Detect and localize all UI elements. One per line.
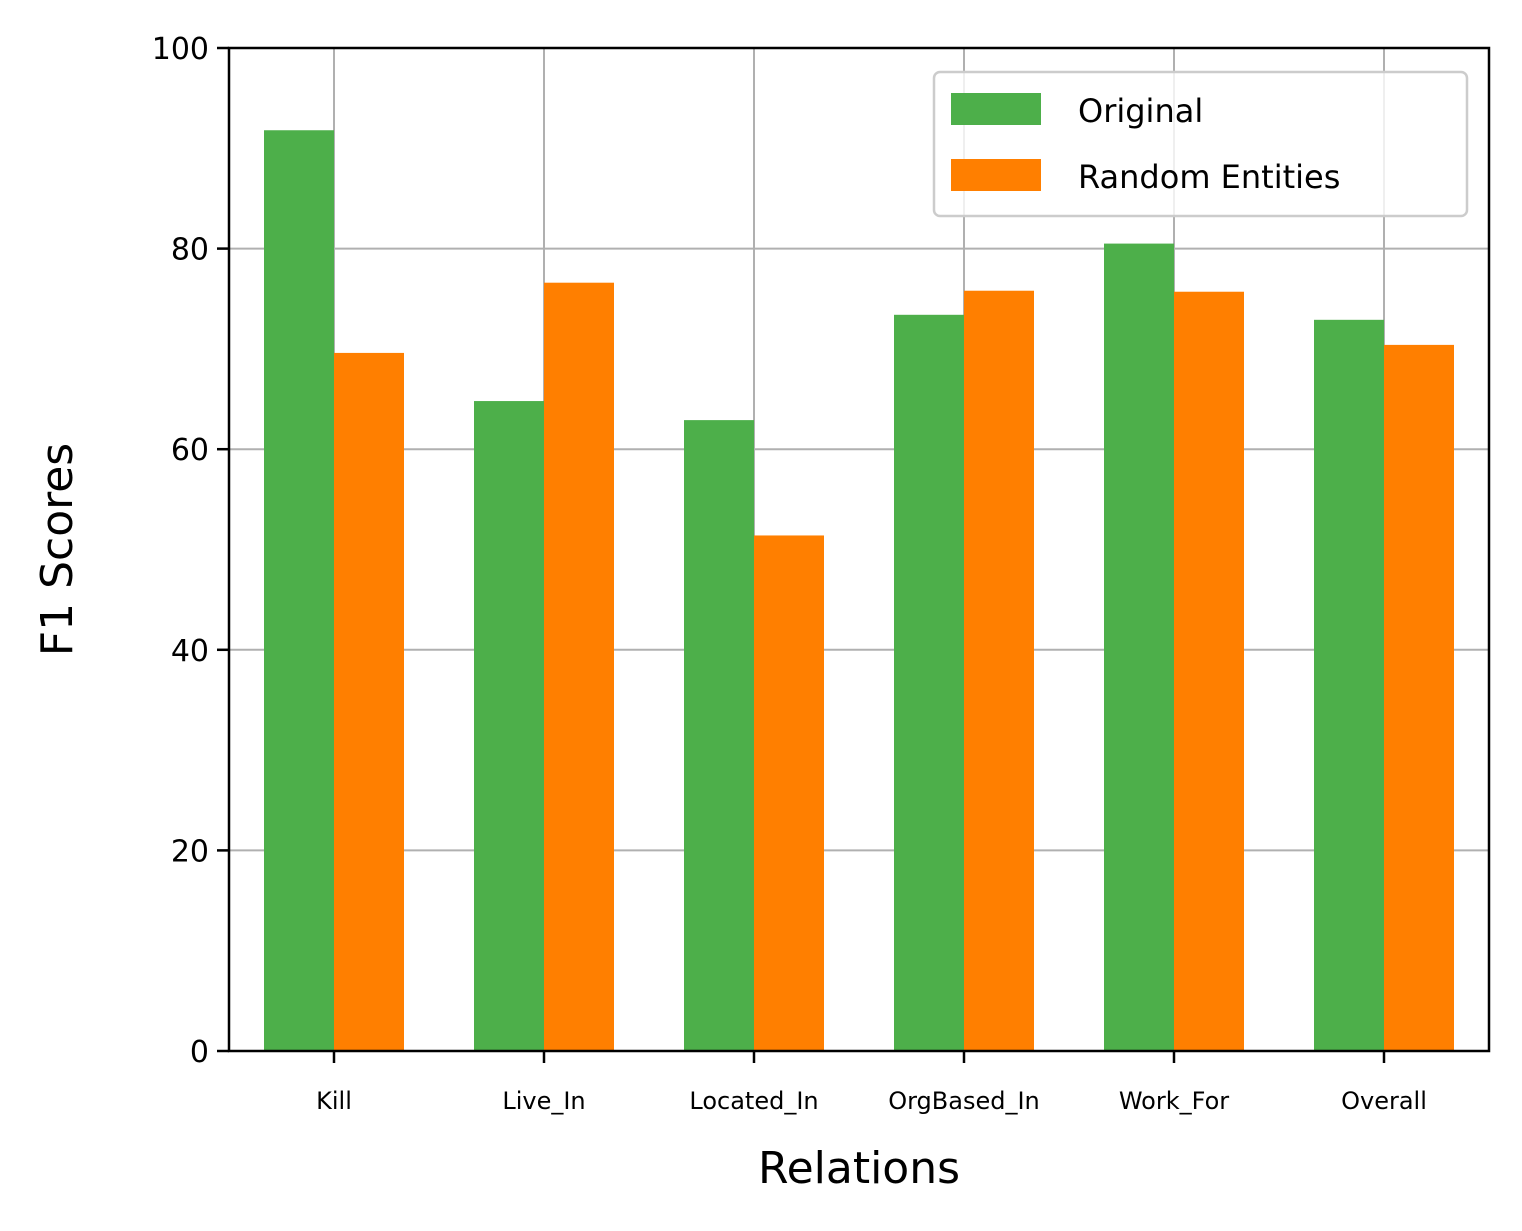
x-axis-label: Relations — [758, 1143, 960, 1194]
bar-random-entities-orgbased-in — [964, 290, 1034, 1051]
bar-random-entities-overall — [1384, 344, 1454, 1051]
bar-random-entities-live-in — [544, 282, 614, 1051]
y-tick-label: 100 — [152, 32, 209, 67]
bar-random-entities-work-for — [1174, 291, 1244, 1051]
bar-random-entities-located-in — [754, 535, 824, 1051]
x-tick-label: Live_In — [502, 1087, 585, 1115]
bars — [264, 130, 1454, 1052]
x-tick-label: Overall — [1341, 1087, 1427, 1115]
bar-original-live-in — [474, 401, 544, 1051]
plot-frame — [227, 46, 1491, 1053]
y-tick-label: 80 — [171, 233, 209, 268]
legend-swatch-original — [951, 93, 1041, 125]
legend-label-original: Original — [1078, 92, 1203, 130]
legend: Original Random Entities — [932, 70, 1469, 218]
y-axis-label: F1 Scores — [32, 443, 83, 656]
x-axis-ticks: Kill Live_In Located_In OrgBased_In Work_For… — [316, 1051, 1427, 1115]
legend-label-random-entities: Random Entities — [1078, 158, 1340, 196]
bar-original-work-for — [1104, 243, 1174, 1051]
legend-swatch-random-entities — [951, 159, 1041, 191]
x-tick-label: Located_In — [689, 1087, 818, 1115]
x-tick-label: Kill — [316, 1087, 352, 1115]
legend-box — [932, 70, 1469, 218]
y-axis-ticks: 0 20 40 60 80 100 — [152, 32, 229, 1070]
y-tick-label: 20 — [171, 834, 209, 869]
x-tick-label: Work_For — [1119, 1087, 1229, 1115]
x-tick-label: OrgBased_In — [888, 1087, 1040, 1115]
bar-original-located-in — [684, 420, 754, 1051]
bar-original-orgbased-in — [894, 314, 964, 1052]
bar-original-overall — [1314, 319, 1384, 1051]
bar-random-entities-kill — [334, 352, 404, 1051]
y-tick-label: 0 — [190, 1035, 209, 1070]
bar-original-kill — [264, 130, 334, 1052]
y-tick-label: 60 — [171, 433, 209, 468]
y-tick-label: 40 — [171, 634, 209, 669]
